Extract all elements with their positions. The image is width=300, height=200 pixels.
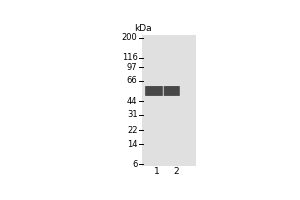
Text: 22: 22 [127, 126, 137, 135]
FancyBboxPatch shape [145, 86, 163, 96]
Text: 97: 97 [127, 63, 137, 72]
Text: 116: 116 [122, 53, 137, 62]
Text: 44: 44 [127, 97, 137, 106]
FancyBboxPatch shape [164, 86, 180, 96]
Text: 1: 1 [154, 167, 160, 176]
Text: 66: 66 [127, 76, 137, 85]
Text: 31: 31 [127, 110, 137, 119]
Text: 14: 14 [127, 140, 137, 149]
Text: kDa: kDa [134, 24, 152, 33]
Text: 6: 6 [132, 160, 137, 169]
Text: 200: 200 [122, 33, 137, 42]
Text: 2: 2 [173, 167, 179, 176]
Bar [142, 35, 196, 166]
